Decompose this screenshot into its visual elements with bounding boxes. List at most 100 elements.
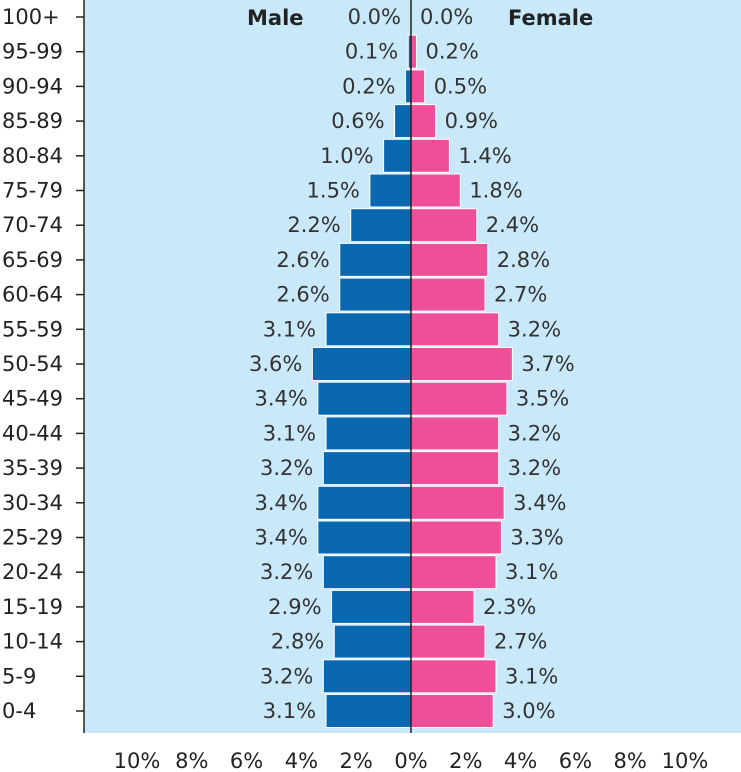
bar-female-45-49 [410,381,508,416]
age-label-65-69: 65-69 [2,248,63,272]
bar-male-70-74 [350,208,412,243]
age-labels-group: 0-4 5-9 10-14 15-19 20-24 25-29 30-34 35-39 40-4… [2,5,84,723]
age-label-80-84: 80-84 [2,144,63,168]
label-male-25-29: 3.4% [254,526,307,550]
age-label-5-9: 5-9 [2,664,36,688]
bar-male-85-89 [394,104,412,139]
bar-female-30-34 [410,485,505,520]
label-female-25-29: 3.3% [510,526,563,550]
bar-male-90-94 [405,69,412,104]
label-female-60-64: 2.7% [494,283,547,307]
label-male-45-49: 3.4% [254,387,307,411]
age-label-100+: 100+ [2,5,60,29]
x-tick-label-10: 10% [662,749,709,772]
bar-female-0-4 [410,694,494,728]
label-male-80-84: 1.0% [320,144,373,168]
bar-male-20-24 [322,555,412,590]
bar-male-10-14 [333,624,412,659]
bar-male-65-69 [339,242,412,277]
x-tick-label-3: 4% [285,749,318,772]
bar-male-30-34 [317,485,412,520]
bar-female-55-59 [410,312,500,347]
bar-female-70-74 [410,208,478,243]
label-male-20-24: 3.2% [260,560,313,584]
bar-male-50-54 [311,347,412,381]
label-male-50-54: 3.6% [249,352,302,376]
x-ticks-group: 10% 8% 6% 4% 2% 0% 2% 4% 6% 8% 10% [114,749,709,772]
x-tick-label-8: 6% [559,749,592,772]
bar-male-0-4 [325,694,412,728]
age-label-85-89: 85-89 [2,109,63,133]
bar-male-5-9 [322,659,412,694]
label-female-45-49: 3.5% [516,387,569,411]
bar-female-65-69 [410,242,489,277]
label-female-35-39: 3.2% [508,456,561,480]
label-male-30-34: 3.4% [254,491,307,515]
label-male-10-14: 2.8% [271,630,324,654]
label-female-65-69: 2.8% [497,248,550,272]
bar-female-5-9 [410,659,497,694]
age-label-70-74: 70-74 [2,213,63,237]
bar-male-40-44 [325,416,412,451]
label-female-80-84: 1.4% [458,144,511,168]
value-labels-group: 3.1% 3.0% 3.2% 3.1% 2.8% 2.7% 2.9% 2.3% 3.2% 3.1%… [249,5,575,723]
label-female-90-94: 0.5% [434,74,487,98]
bar-female-20-24 [410,555,497,590]
label-male-0-4: 3.1% [263,699,316,723]
bar-female-25-29 [410,520,502,555]
label-female-75-79: 1.8% [469,179,522,203]
label-female-100+: 0.0% [420,5,473,29]
label-male-100+: 0.0% [348,5,401,29]
age-label-45-49: 45-49 [2,387,63,411]
bar-male-45-49 [317,381,412,416]
age-label-55-59: 55-59 [2,317,63,341]
age-label-95-99: 95-99 [2,40,63,64]
label-female-95-99: 0.2% [425,40,478,64]
label-male-70-74: 2.2% [287,213,340,237]
bar-male-25-29 [317,520,412,555]
label-female-40-44: 3.2% [508,421,561,445]
bar-male-55-59 [325,312,412,347]
label-male-40-44: 3.1% [263,421,316,445]
bar-female-10-14 [410,624,486,659]
bar-male-75-79 [369,173,412,208]
age-label-25-29: 25-29 [2,526,63,550]
label-male-5-9: 3.2% [260,664,313,688]
legend-female: Female [508,6,593,30]
label-female-50-54: 3.7% [521,352,574,376]
bar-female-95-99 [410,34,417,69]
age-label-20-24: 20-24 [2,560,63,584]
age-label-30-34: 30-34 [2,491,63,515]
bar-male-35-39 [322,451,412,486]
x-tick-label-4: 2% [340,749,373,772]
label-female-55-59: 3.2% [508,317,561,341]
x-tick-label-1: 8% [175,749,208,772]
label-female-85-89: 0.9% [445,109,498,133]
label-male-35-39: 3.2% [260,456,313,480]
bar-female-60-64 [410,277,486,312]
label-male-15-19: 2.9% [268,595,321,619]
label-female-30-34: 3.4% [513,491,566,515]
label-female-0-4: 3.0% [502,699,555,723]
bar-male-80-84 [383,138,412,173]
label-female-20-24: 3.1% [505,560,558,584]
x-tick-label-9: 8% [614,749,647,772]
label-female-5-9: 3.1% [505,664,558,688]
x-tick-label-7: 4% [504,749,537,772]
label-male-95-99: 0.1% [345,40,398,64]
age-label-15-19: 15-19 [2,595,63,619]
age-label-10-14: 10-14 [2,630,63,654]
age-label-0-4: 0-4 [2,699,36,723]
x-tick-label-2: 6% [230,749,263,772]
label-female-70-74: 2.4% [486,213,539,237]
bar-female-85-89 [410,104,437,139]
label-male-85-89: 0.6% [331,109,384,133]
bar-female-75-79 [410,173,461,208]
bars-group [311,34,513,728]
bar-male-15-19 [331,589,412,624]
x-tick-label-5: 0% [394,749,427,772]
age-label-40-44: 40-44 [2,421,63,445]
label-male-65-69: 2.6% [276,248,329,272]
bar-female-15-19 [410,589,475,624]
